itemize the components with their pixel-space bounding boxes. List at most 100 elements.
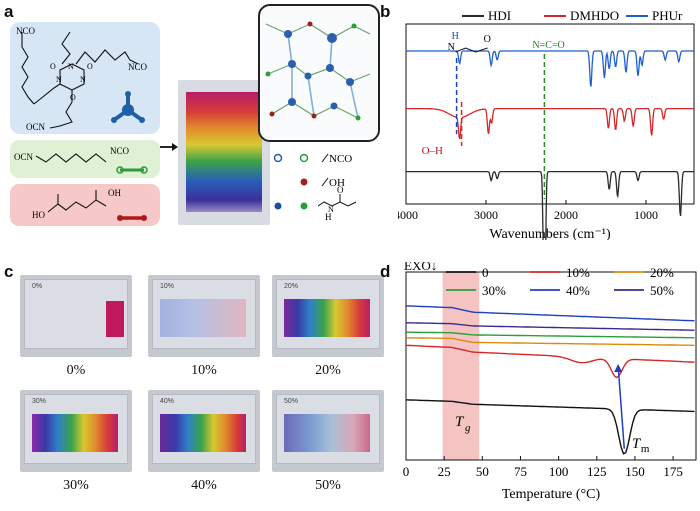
dsc-legend-0: 0 [482,265,489,280]
rainbow-film-strip [284,299,370,337]
dsc-legend-5: 50% [650,283,674,298]
ftir-series-hdi [406,170,694,240]
photo-label-2: 20% [315,363,341,378]
rainbow-film-photo [178,80,270,225]
trimer-n-2: N [56,75,62,84]
ftir-tick-label: 1000 [634,208,658,222]
legend-nco-green-icon [299,153,309,163]
rainbow-film-strip [32,414,118,452]
legend-oh-label: OH [329,177,345,189]
ftir-xlabel: Wavenumbers (cm⁻¹) [489,227,611,240]
ftir-tick-label: 3000 [474,208,498,222]
ftir-legend-hdi: HDI [488,8,511,23]
ftir-series-dmhdo [406,107,694,140]
tg-sub: g [465,422,471,434]
dsc-tick-label: 175 [663,464,683,479]
photo-label-0: 0% [66,363,86,378]
diol-symbol [117,215,147,221]
legend-urethane-blue-icon [274,202,282,210]
tg-label: T [455,414,465,430]
ftir-frame [405,23,695,205]
tm-arrow-shaft [617,365,626,449]
ftir-urethane-o: O [484,34,491,45]
trimer-nco-2: NCO [128,62,148,72]
trimer-o-2: O [87,62,93,71]
sample-photo-5: 50% [272,390,384,472]
ftir-chart: 4000 3000 2000 1000 Wavenumbers (cm⁻¹) HDI DMH… [398,8,695,240]
trimer-n-1: N [68,62,74,71]
photo-label-4: 40% [191,478,217,493]
photo-tag: 50% [284,398,299,405]
dsc-tick-label: 0 [403,464,410,479]
dsc-series-3 [406,331,695,339]
trimer-o-1: O [50,62,56,71]
panel-d-label: d [380,262,391,281]
arrow-icon [160,143,178,151]
ftir-urethane-n: N [448,42,455,53]
sample-photo-1: 10% [148,275,260,357]
dsc-tick-label: 100 [549,464,569,479]
sample-photo-2: 20% [272,275,384,357]
ftir-urethane-h: H [452,31,459,42]
legend-urethane-h: H [325,212,332,222]
legend-urethane-n: N [328,205,334,214]
diol-ho: HO [32,210,45,220]
rainbow-film-strip [284,414,370,452]
dsc-legend-4: 40% [566,283,590,298]
ftir-nco-label: N=C=O [532,40,564,51]
tm-arrow-head [614,364,623,372]
dsc-chart: 0 25 50 75 100 125 150 175 Temperature (°C) EXO↓ 0… [403,262,697,502]
pink-film-strip [106,301,124,337]
diol-structure: HO OH [32,188,147,221]
ftir-urethane-bonds [455,47,488,53]
trimer-nco-1: NCO [16,26,36,36]
photo-label-5: 50% [315,478,341,493]
panel-a-legend: NCO OH O H N [273,153,357,222]
hdi-box [10,140,160,178]
dsc-legend-1: 10% [566,265,590,280]
trimer-n-3: N [80,75,86,84]
photo-label-1: 10% [191,363,217,378]
photo-tag: 0% [32,283,43,290]
ftir-tick-label: 4000 [398,208,418,222]
dsc-series-1 [405,344,695,379]
legend-oh-icon [300,178,308,186]
panel-b-label: b [380,2,391,21]
photo-tag: 20% [284,283,299,290]
dsc-series-2 [406,337,695,346]
photo-tag: 40% [160,398,175,405]
dsc-tick-label: 25 [438,464,451,479]
trimer-ocn: OCN [26,122,46,132]
dsc-tick-label: 75 [514,464,527,479]
ftir-legend-dmhdo: DMHDO [570,8,619,23]
dsc-legend-3: 30% [482,283,506,298]
sample-photo-0: 0% [20,275,132,357]
diol-oh: OH [108,188,121,198]
sample-photo-3: 30% [20,390,132,472]
dsc-tick-label: 125 [587,464,607,479]
panel-c-label: c [4,262,14,281]
tm-sub: m [641,443,650,455]
photo-tag: 30% [32,398,47,405]
dsc-series-5 [406,322,695,331]
ftir-tick-label: 2000 [554,208,578,222]
ftir-oh-label: O–H [422,145,443,157]
hdi-symbol [116,166,148,174]
dsc-series-4 [405,305,695,322]
ftir-legend-phur: PHUr [652,8,683,23]
legend-nco-blue-icon [273,153,283,163]
hdi-nco: NCO [110,146,130,156]
photo-tag: 10% [160,283,175,290]
sample-photo-4: 40% [148,390,260,472]
hdi-structure: OCN NCO [14,146,148,174]
dsc-exo-label: EXO↓ [404,262,437,273]
panel-a-label: a [4,2,14,21]
rainbow-film-strip [160,414,246,452]
legend-nco-label: NCO [329,153,352,165]
network-diagram [265,21,371,121]
trimer-structure: NCO NCO OCN O O O N N N [16,26,148,132]
rainbow-film-strip [160,299,246,337]
dsc-tick-label: 150 [625,464,645,479]
dsc-legend-2: 20% [650,265,674,280]
hdi-ocn: OCN [14,152,34,162]
